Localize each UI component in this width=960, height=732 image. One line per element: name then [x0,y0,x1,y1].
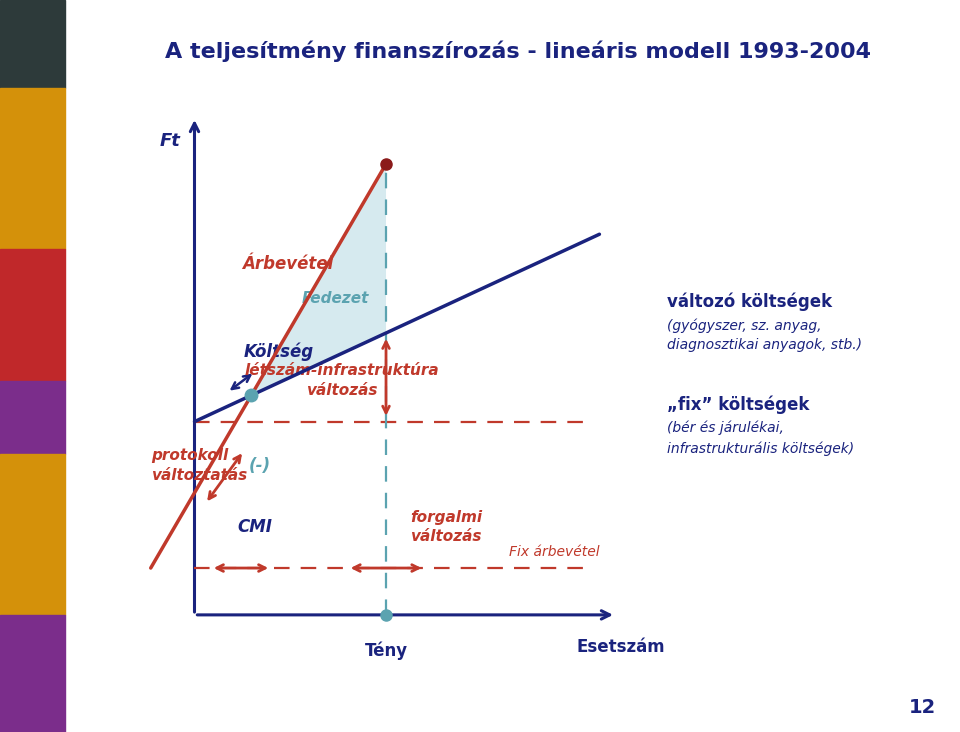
Polygon shape [252,164,386,395]
Text: Esetszám: Esetszám [577,638,665,657]
Text: Fix árbevétel: Fix árbevétel [509,545,599,559]
Text: Fedezet: Fedezet [301,291,369,306]
Text: CMI: CMI [237,518,272,536]
Text: „fix” költségek: „fix” költségek [667,395,809,414]
Text: létszám-infrastruktúra
változás: létszám-infrastruktúra változás [245,363,440,398]
Text: protokoll
változtatás: protokoll változtatás [151,448,247,483]
Text: Árbevétel: Árbevétel [242,255,333,272]
Text: Tény: Tény [365,641,408,660]
Text: A teljesítmény finanszírozás - lineáris modell 1993-2004: A teljesítmény finanszírozás - lineáris … [165,40,872,61]
Text: 12: 12 [909,698,936,717]
Text: (gyógyszer, sz. anyag,
diagnosztikai anyagok, stb.): (gyógyszer, sz. anyag, diagnosztikai any… [667,318,862,352]
Text: (-): (-) [249,457,272,474]
Text: (bér és járulékai,
infrastrukturális költségek): (bér és járulékai, infrastrukturális köl… [667,421,854,455]
Text: változó költségek: változó költségek [667,293,832,311]
Text: Ft: Ft [160,132,180,150]
Text: forgalmi
változás: forgalmi változás [410,509,482,545]
Text: Költség: Költség [244,342,314,361]
